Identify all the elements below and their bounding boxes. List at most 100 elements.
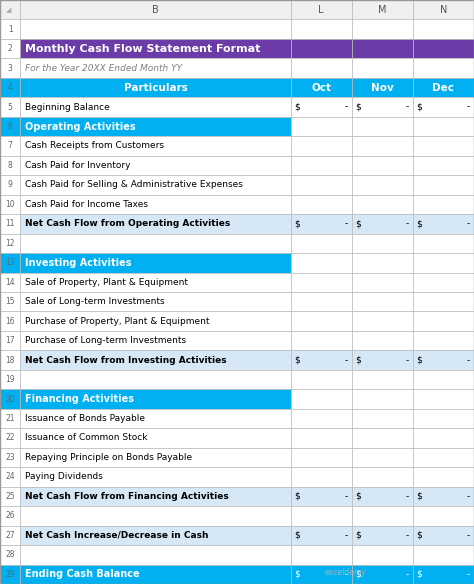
- Text: 26: 26: [5, 512, 15, 520]
- Text: Issuance of Common Stock: Issuance of Common Stock: [25, 433, 147, 443]
- Text: Investing Activities: Investing Activities: [25, 258, 132, 268]
- Bar: [413, 0, 474, 19]
- Bar: [413, 486, 474, 506]
- Bar: [20, 448, 291, 467]
- Bar: [413, 214, 474, 234]
- Text: $: $: [294, 220, 300, 228]
- Bar: [291, 78, 352, 98]
- Bar: [291, 19, 352, 39]
- Bar: [352, 78, 413, 98]
- Text: 28: 28: [5, 550, 15, 559]
- Bar: [352, 273, 413, 292]
- Bar: [20, 117, 291, 136]
- Text: 19: 19: [5, 375, 15, 384]
- Bar: [413, 370, 474, 390]
- Bar: [291, 0, 352, 19]
- Bar: [352, 350, 413, 370]
- Text: 14: 14: [5, 278, 15, 287]
- Bar: [291, 565, 352, 584]
- Bar: [352, 545, 413, 565]
- Bar: [291, 506, 352, 526]
- Text: -: -: [406, 220, 409, 228]
- Bar: [413, 194, 474, 214]
- Bar: [0, 565, 20, 584]
- Bar: [20, 273, 291, 292]
- Bar: [352, 175, 413, 194]
- Bar: [291, 486, 352, 506]
- Text: 16: 16: [5, 317, 15, 326]
- Text: ◢: ◢: [6, 7, 11, 13]
- Bar: [413, 526, 474, 545]
- Bar: [20, 253, 291, 273]
- Bar: [20, 370, 291, 390]
- Text: 7: 7: [8, 141, 13, 151]
- Bar: [413, 331, 474, 350]
- Bar: [20, 545, 291, 565]
- Text: B: B: [152, 5, 159, 15]
- Bar: [0, 370, 20, 390]
- Bar: [352, 467, 413, 486]
- Bar: [291, 58, 352, 78]
- Bar: [0, 58, 20, 78]
- Bar: [0, 506, 20, 526]
- Text: -: -: [406, 103, 409, 112]
- Text: Net Cash Flow from Operating Activities: Net Cash Flow from Operating Activities: [25, 220, 230, 228]
- Bar: [352, 311, 413, 331]
- Bar: [20, 0, 291, 19]
- Bar: [0, 214, 20, 234]
- Text: 11: 11: [5, 220, 15, 228]
- Text: Monthly Cash Flow Statement Format: Monthly Cash Flow Statement Format: [25, 44, 261, 54]
- Bar: [413, 545, 474, 565]
- Bar: [0, 292, 20, 311]
- Bar: [413, 156, 474, 175]
- Bar: [0, 98, 20, 117]
- Text: -: -: [467, 570, 470, 579]
- Bar: [0, 331, 20, 350]
- Text: Cash Paid for Income Taxes: Cash Paid for Income Taxes: [25, 200, 148, 209]
- Text: 2: 2: [8, 44, 13, 53]
- Text: -: -: [467, 531, 470, 540]
- Bar: [0, 234, 20, 253]
- Bar: [291, 311, 352, 331]
- Text: 1: 1: [8, 25, 13, 34]
- Bar: [413, 253, 474, 273]
- Bar: [352, 58, 413, 78]
- Bar: [413, 467, 474, 486]
- Bar: [20, 136, 291, 156]
- Text: -: -: [345, 531, 348, 540]
- Bar: [352, 39, 413, 58]
- Bar: [352, 331, 413, 350]
- Bar: [20, 292, 291, 311]
- Bar: [291, 156, 352, 175]
- Text: 17: 17: [5, 336, 15, 345]
- Bar: [291, 292, 352, 311]
- Text: Financing Activities: Financing Activities: [25, 394, 134, 404]
- Text: 12: 12: [5, 239, 15, 248]
- Text: -: -: [406, 531, 409, 540]
- Bar: [413, 234, 474, 253]
- Text: Cash Receipts from Customers: Cash Receipts from Customers: [25, 141, 164, 151]
- Text: -: -: [467, 220, 470, 228]
- Bar: [291, 467, 352, 486]
- Bar: [413, 117, 474, 136]
- Text: Operating Activities: Operating Activities: [25, 121, 136, 131]
- Bar: [291, 194, 352, 214]
- Text: $: $: [356, 570, 361, 579]
- Bar: [0, 156, 20, 175]
- Text: -: -: [345, 570, 348, 579]
- Bar: [352, 565, 413, 584]
- Text: 9: 9: [8, 180, 13, 189]
- Text: 21: 21: [5, 414, 15, 423]
- Bar: [291, 390, 352, 409]
- Text: 6: 6: [8, 122, 13, 131]
- Bar: [291, 448, 352, 467]
- Bar: [20, 526, 291, 545]
- Bar: [352, 0, 413, 19]
- Bar: [413, 175, 474, 194]
- Text: Particulars: Particulars: [124, 82, 187, 93]
- Bar: [413, 78, 474, 98]
- Bar: [413, 506, 474, 526]
- Text: $: $: [294, 531, 300, 540]
- Bar: [291, 39, 352, 58]
- Bar: [0, 409, 20, 428]
